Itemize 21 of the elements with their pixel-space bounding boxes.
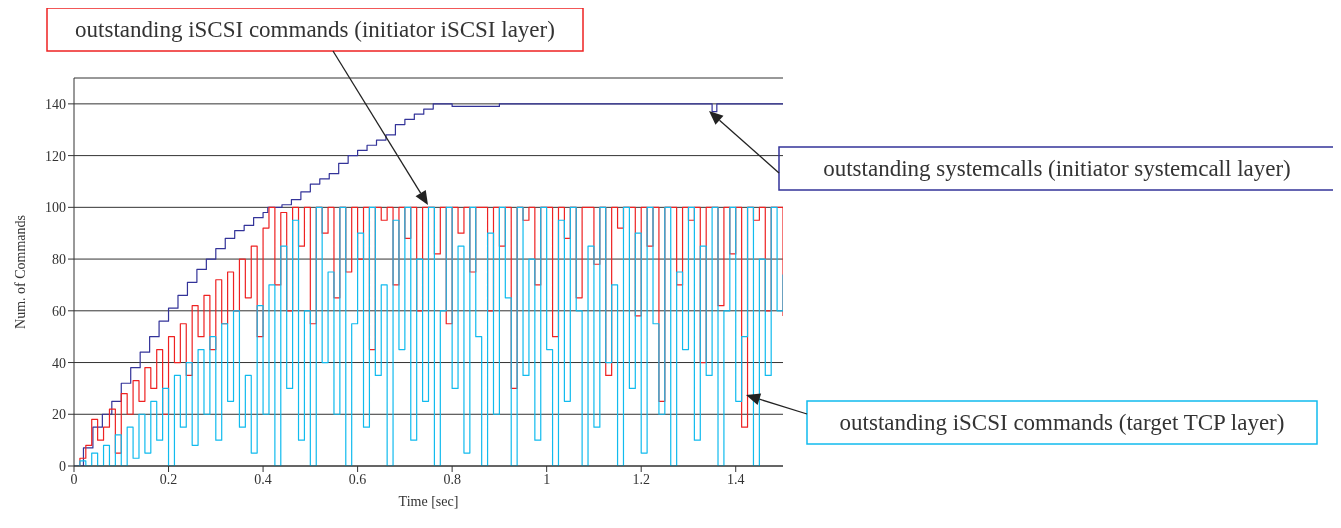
- y-tick-label: 40: [52, 355, 66, 371]
- x-axis-title: Time [sec]: [398, 494, 459, 509]
- text: outstanding iSCSI commands (target TCP layer): [839, 410, 1285, 435]
- y-tick-label: 80: [52, 252, 66, 268]
- text: outstanding systemcalls (initiator systemcall layer): [823, 156, 1291, 181]
- x-tick-label: 0.6: [348, 471, 367, 487]
- y-tick-label: 0: [59, 458, 66, 474]
- text: outstanding iSCSI commands (initiator iSCSI layer): [75, 17, 555, 42]
- y-tick-label: 100: [45, 200, 66, 216]
- x-tick-label: 1.2: [632, 471, 650, 487]
- y-tick-label: 60: [52, 303, 66, 319]
- x-tick-label: 0: [70, 471, 78, 487]
- y-tick-label: 140: [45, 96, 66, 112]
- x-tick-label: 0.8: [443, 471, 461, 487]
- y-tick-label: 20: [52, 407, 66, 423]
- x-tick-label: 0.2: [159, 471, 178, 487]
- y-axis-title: Num. of Commands: [12, 215, 28, 329]
- y-tick-label: 120: [45, 148, 66, 164]
- x-tick-label: 0.4: [254, 471, 272, 487]
- x-tick-label: 1.4: [726, 471, 745, 487]
- x-tick-label: 1: [543, 471, 551, 487]
